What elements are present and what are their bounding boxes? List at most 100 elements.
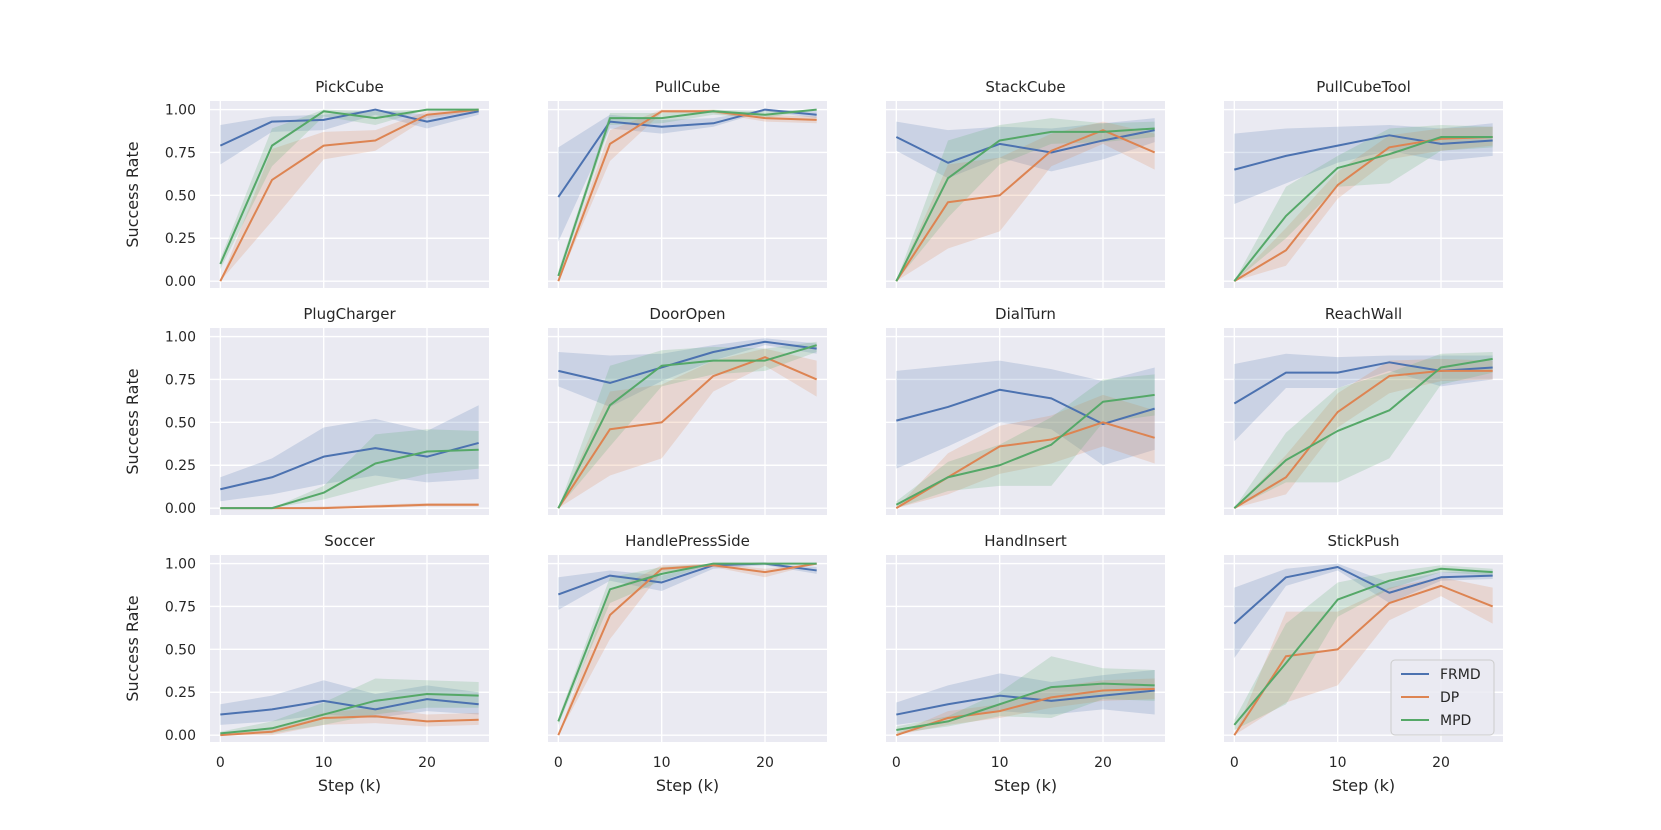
- x-tick-label: 10: [653, 755, 671, 771]
- x-tick-label: 20: [1094, 755, 1112, 771]
- x-axis-label: Step (k): [994, 776, 1057, 795]
- band-mpd: [1234, 565, 1493, 730]
- y-axis-label: Success Rate: [123, 141, 142, 247]
- series-line-dp: [1233, 584, 1494, 736]
- series-line-mpd: [895, 127, 1155, 282]
- series-line-frmd: [1234, 134, 1493, 171]
- band-mpd: [1234, 125, 1493, 282]
- legend-label-dp: DP: [1440, 690, 1459, 706]
- series-line-frmd: [557, 562, 817, 596]
- series-line-frmd: [220, 441, 479, 491]
- y-axis-label: Success Rate: [123, 595, 142, 701]
- series-line-dp: [220, 715, 479, 737]
- y-tick-label: 1.00: [165, 557, 196, 573]
- panel-title: DialTurn: [995, 305, 1056, 323]
- series-line-dp: [557, 110, 817, 282]
- band-dp: [1234, 358, 1493, 509]
- y-tick-label: 0.00: [165, 501, 196, 517]
- band-dp: [1234, 126, 1493, 282]
- x-tick-label: 0: [892, 755, 901, 771]
- series-line-mpd: [1233, 136, 1493, 282]
- y-tick-label: 0.50: [165, 415, 196, 431]
- plot-area: [210, 328, 489, 515]
- panel-dialturn: DialTurn: [886, 305, 1165, 515]
- y-tick-label: 0.25: [165, 231, 196, 247]
- series-line-frmd: [896, 689, 1155, 716]
- series-line-frmd: [1233, 566, 1493, 625]
- series-line-frmd: [558, 340, 817, 384]
- y-tick-label: 1.00: [165, 330, 196, 346]
- series-line-mpd: [557, 344, 817, 509]
- x-axis-label: Step (k): [656, 776, 719, 795]
- legend-label-frmd: FRMD: [1440, 667, 1481, 683]
- series-line-dp: [895, 129, 1156, 282]
- x-tick-label: 10: [991, 755, 1009, 771]
- band-frmd: [1234, 123, 1493, 204]
- y-tick-label: 0.75: [165, 145, 196, 161]
- legend: FRMD DP MPD: [1390, 659, 1495, 736]
- series-line-dp: [219, 108, 479, 282]
- panel-handlepressside: HandlePressSide 0 10 20 Step (k): [548, 532, 827, 795]
- x-tick-label: 0: [216, 755, 225, 771]
- panel-title: StickPush: [1327, 532, 1399, 550]
- panel-title: ReachWall: [1325, 305, 1402, 323]
- panel-dooropen: DoorOpen: [548, 305, 827, 515]
- y-tick-label: 0.75: [165, 372, 196, 388]
- series-line-frmd: [220, 698, 479, 716]
- band-frmd: [1234, 563, 1493, 658]
- legend-label-mpd: MPD: [1440, 713, 1471, 729]
- panel-title: PullCubeTool: [1316, 78, 1411, 96]
- panel-handinsert: HandInsert 0 10 20 Step (k): [886, 532, 1165, 795]
- band-frmd: [1234, 353, 1493, 442]
- y-tick-label: 1.00: [165, 103, 196, 119]
- x-tick-label: 0: [554, 755, 563, 771]
- band-frmd: [558, 563, 817, 610]
- panel-title: HandlePressSide: [625, 532, 750, 550]
- band-frmd: [220, 680, 479, 725]
- band-dp: [220, 109, 479, 282]
- series-line-dp: [557, 356, 818, 509]
- series-line-mpd: [895, 393, 1155, 506]
- series-line-dp: [557, 562, 817, 736]
- panel-stickpush: StickPush 0 10 20 Step (k) FRMD DP MPD: [1224, 532, 1503, 795]
- panel-stackcube: StackCube: [886, 78, 1165, 288]
- band-frmd: [896, 360, 1155, 469]
- series-line-dp: [1233, 369, 1493, 509]
- x-axis-label: Step (k): [318, 776, 381, 795]
- y-tick-label: 0.00: [165, 728, 196, 744]
- series-line-mpd: [220, 448, 479, 510]
- series-line-mpd: [220, 692, 479, 735]
- band-mpd: [220, 109, 479, 270]
- band-mpd: [1234, 352, 1493, 509]
- series-line-mpd: [1233, 357, 1493, 509]
- panel-title: Soccer: [324, 532, 375, 550]
- panel-title: StackCube: [985, 78, 1065, 96]
- band-frmd: [220, 109, 479, 165]
- series-line-mpd: [219, 108, 479, 265]
- plot-area: [548, 555, 827, 742]
- x-tick-label: 20: [418, 755, 436, 771]
- panel-reachwall: ReachWall: [1224, 305, 1503, 515]
- series-line-frmd: [895, 129, 1155, 164]
- x-axis-label: Step (k): [1332, 776, 1395, 795]
- panel-pullcubetool: PullCubeTool: [1224, 78, 1503, 288]
- plot-area: [548, 101, 827, 288]
- x-tick-label: 10: [315, 755, 333, 771]
- panel-plugcharger: PlugCharger 0.00 0.25 0.50 0.75 1.00 Success R…: [123, 305, 489, 517]
- band-mpd: [558, 341, 817, 509]
- series-line-frmd: [557, 108, 817, 198]
- y-tick-label: 0.50: [165, 642, 196, 658]
- series-line-mpd: [896, 682, 1155, 731]
- panel-title: HandInsert: [984, 532, 1067, 550]
- y-tick-label: 0.50: [165, 188, 196, 204]
- panel-title: PickCube: [315, 78, 384, 96]
- plot-area: [886, 101, 1165, 288]
- band-dp: [896, 121, 1155, 282]
- band-dp: [1234, 577, 1493, 736]
- y-tick-label: 0.25: [165, 458, 196, 474]
- panel-pullcube: PullCube: [548, 78, 827, 288]
- x-tick-label: 20: [756, 755, 774, 771]
- series-line-mpd: [1233, 567, 1493, 726]
- x-tick-label: 0: [1230, 755, 1239, 771]
